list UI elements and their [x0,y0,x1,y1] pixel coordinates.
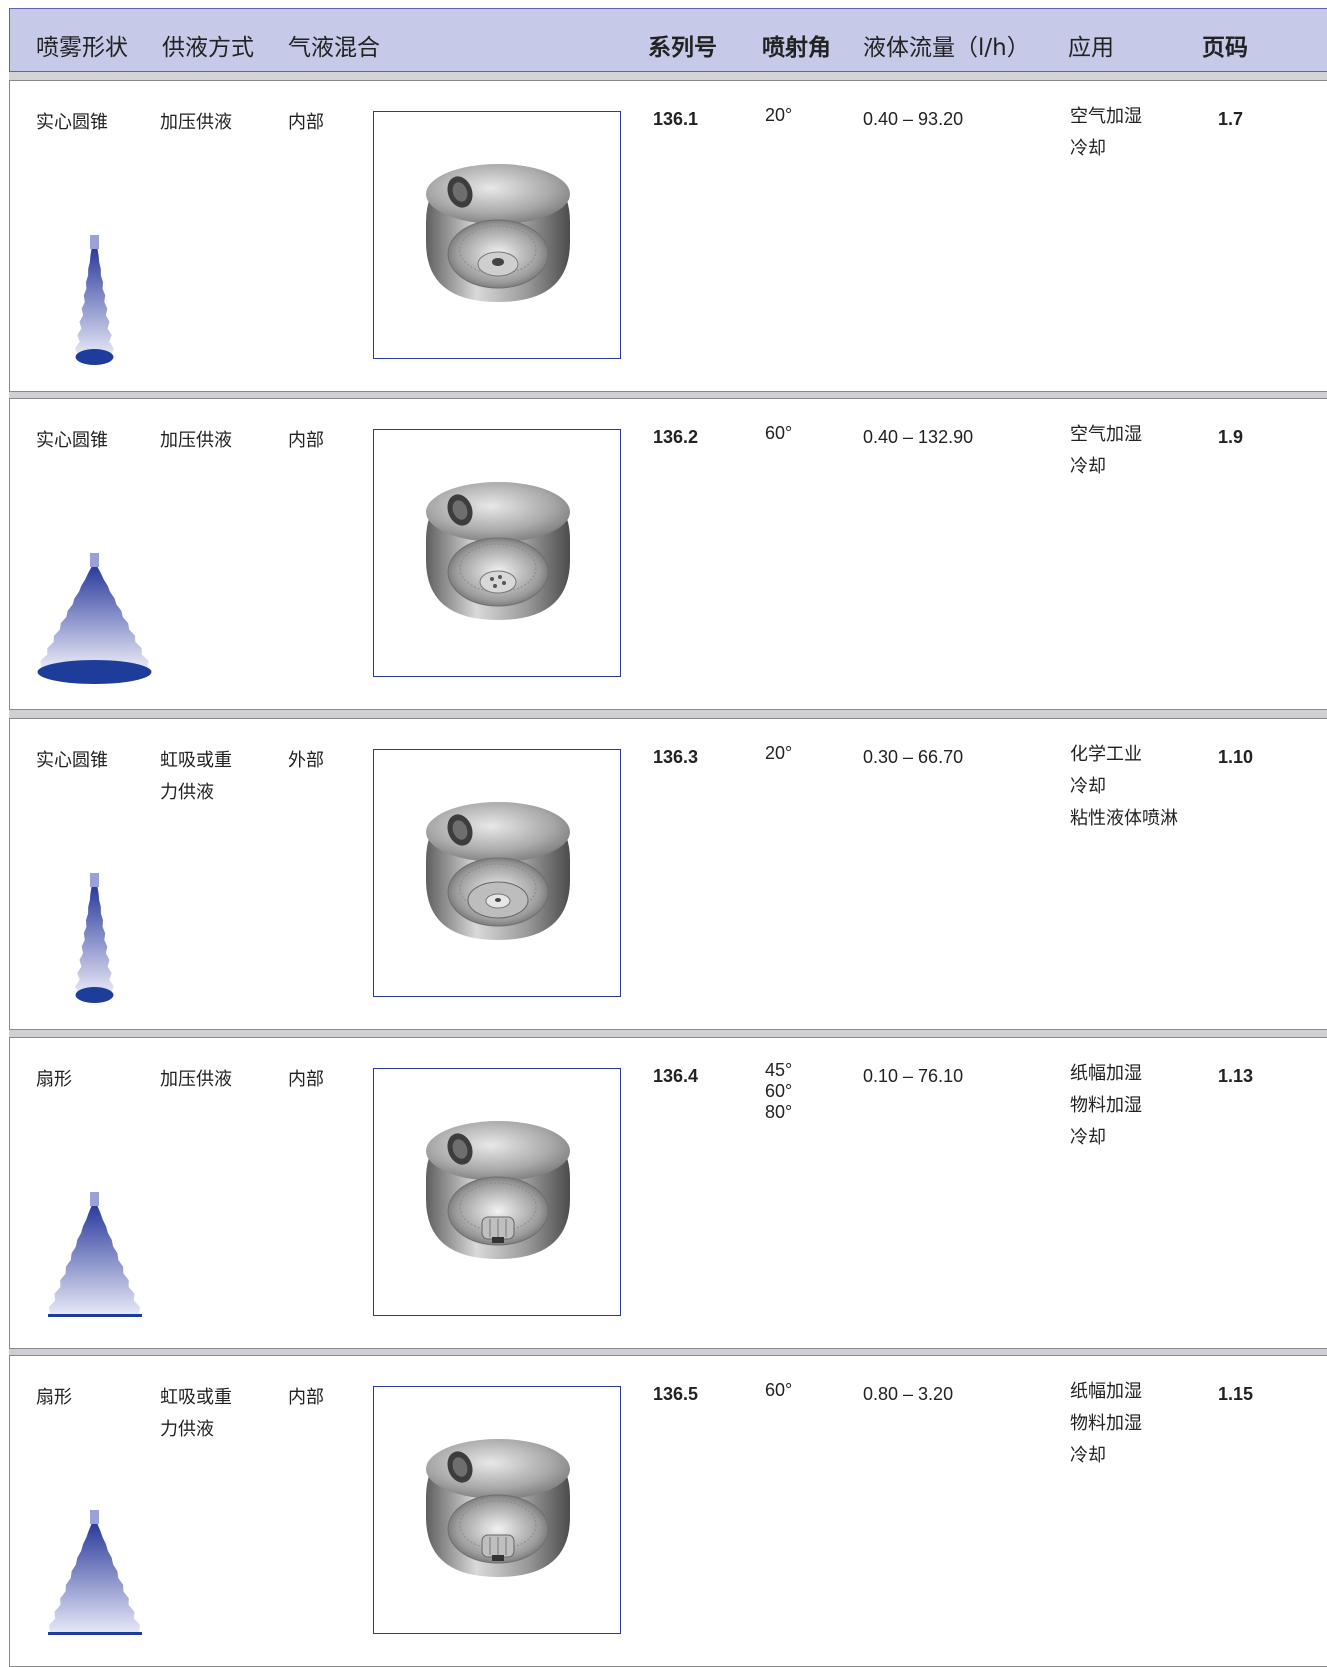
header-shadow [9,72,1327,80]
supply-cell: 虹吸或重 力供液 [160,1382,232,1446]
header-mixing: 气液混合 [288,35,380,61]
spray-angle: 60° [765,423,793,443]
application-cell: 纸幅加湿物料加湿冷却 [1070,1058,1142,1154]
supply-line: 力供液 [160,1419,214,1440]
page-number: 1.7 [1218,109,1244,129]
table-row: 实心圆锥 加压供液 内部 136.1 20° 0.40 – 93.20 空气加湿冷却 1.7 [9,80,1327,392]
supply-line: 虹吸或重 [160,750,232,771]
spray-shape-cell: 扇形 [36,1387,72,1408]
application-item: 冷却 [1070,1127,1106,1148]
row-divider [9,710,1327,718]
spray-angle: 80° [765,1102,793,1122]
row-divider [9,1349,1327,1357]
page-number: 1.13 [1218,1066,1254,1086]
row-divider [9,1030,1327,1038]
nozzle-photo [373,1068,621,1316]
header-flow: 液体流量（l/h） [863,35,1030,61]
page-number: 1.9 [1218,427,1244,447]
application-cell: 空气加湿 冷却 [1070,101,1142,165]
supply-cell: 加压供液 [160,1064,232,1096]
header-angle: 喷射角 [762,35,831,61]
mixing-cell: 外部 [288,750,324,771]
spray-angle: 60° [765,1380,793,1400]
row-divider [9,392,1327,400]
mixing-cell: 内部 [288,112,324,133]
spray-angle-cell: 20° [765,105,792,126]
spray-shape-cell: 实心圆锥 [36,750,108,771]
page-number: 1.15 [1218,1384,1254,1404]
flat-fan-spray-icon [30,1188,160,1332]
application-item: 纸幅加湿 [1070,1063,1142,1084]
table-header: 喷雾形状 供液方式 气液混合 系列号 喷射角 液体流量（l/h） 应用 页码 [9,8,1327,72]
mixing-cell: 内部 [288,1387,324,1408]
spray-angle-cell: 60° [765,1380,792,1401]
flow-range: 0.30 – 66.70 [863,747,964,767]
application-item: 冷却 [1070,456,1106,477]
mixing-cell: 内部 [288,430,324,451]
application-item: 空气加湿 [1070,106,1142,127]
narrow-cone-spray-icon [30,869,160,1013]
spray-angle: 45° [765,1060,793,1080]
application-item: 粘性液体喷淋 [1070,808,1178,829]
header-page: 页码 [1202,35,1248,61]
spray-angle-cell: 45° 60° 80° [765,1060,792,1123]
spray-angle-cell: 60° [765,423,792,444]
application-item: 物料加湿 [1070,1095,1142,1116]
series-number: 136.2 [653,427,699,447]
application-item: 冷却 [1070,1445,1106,1466]
spray-shape-cell: 实心圆锥 [36,430,108,451]
spray-shape-cell: 实心圆锥 [36,112,108,133]
spray-angle: 20° [765,105,793,125]
supply-line: 加压供液 [160,430,232,451]
wide-cone-spray-icon [30,549,160,693]
header-supply: 供液方式 [162,35,254,61]
supply-cell: 加压供液 [160,425,232,457]
spray-angle-cell: 20° [765,743,792,764]
supply-line: 力供液 [160,782,214,803]
application-cell: 空气加湿 冷却 [1070,419,1142,483]
application-cell: 纸幅加湿物料加湿冷却 [1070,1376,1142,1472]
header-spray-shape: 喷雾形状 [36,35,128,61]
narrow-cone-spray-icon [30,231,160,375]
flow-range: 0.80 – 3.20 [863,1384,954,1404]
nozzle-photo [373,429,621,677]
series-number: 136.1 [653,109,699,129]
table-row: 扇形 加压供液 内部 136.4 45° 60° 80° 0.10 – 76.10 纸幅加湿物料… [9,1037,1327,1349]
mixing-cell: 内部 [288,1069,324,1090]
table-row: 实心圆锥 加压供液 内部 136.2 60° 0.40 – 132.90 空气加湿冷却 1.9 [9,398,1327,710]
spray-shape-cell: 扇形 [36,1069,72,1090]
supply-line: 加压供液 [160,112,232,133]
flow-range: 0.10 – 76.10 [863,1066,964,1086]
application-item: 纸幅加湿 [1070,1381,1142,1402]
application-cell: 化学工业冷却粘性液体喷淋 [1070,739,1178,835]
nozzle-photo [373,749,621,997]
spray-angle: 20° [765,743,793,763]
application-item: 物料加湿 [1070,1413,1142,1434]
page-number: 1.10 [1218,747,1254,767]
nozzle-photo [373,111,621,359]
supply-line: 加压供液 [160,1069,232,1090]
header-application: 应用 [1068,35,1114,61]
series-number: 136.3 [653,747,699,767]
table-row: 实心圆锥 虹吸或重力供液 外部 136.3 20° 0.30 – 66.70 化学工业冷却粘… [9,718,1327,1030]
application-item: 空气加湿 [1070,424,1142,445]
application-item: 冷却 [1070,138,1106,159]
spray-angle: 60° [765,1081,793,1101]
application-item: 化学工业 [1070,744,1142,765]
flow-range: 0.40 – 132.90 [863,427,974,447]
series-number: 136.5 [653,1384,699,1404]
series-number: 136.4 [653,1066,699,1086]
supply-cell: 虹吸或重 力供液 [160,745,232,809]
nozzle-photo [373,1386,621,1634]
flat-fan-spray-icon [30,1506,160,1650]
header-series: 系列号 [648,35,717,61]
table-row: 扇形 虹吸或重力供液 内部 136.5 60° 0.80 – 3.20 纸幅加湿物料加湿冷却… [9,1355,1327,1667]
flow-range: 0.40 – 93.20 [863,109,964,129]
application-item: 冷却 [1070,776,1106,797]
supply-line: 虹吸或重 [160,1387,232,1408]
supply-cell: 加压供液 [160,107,232,139]
